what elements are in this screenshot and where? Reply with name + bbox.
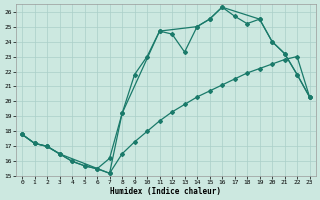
X-axis label: Humidex (Indice chaleur): Humidex (Indice chaleur) <box>110 187 221 196</box>
